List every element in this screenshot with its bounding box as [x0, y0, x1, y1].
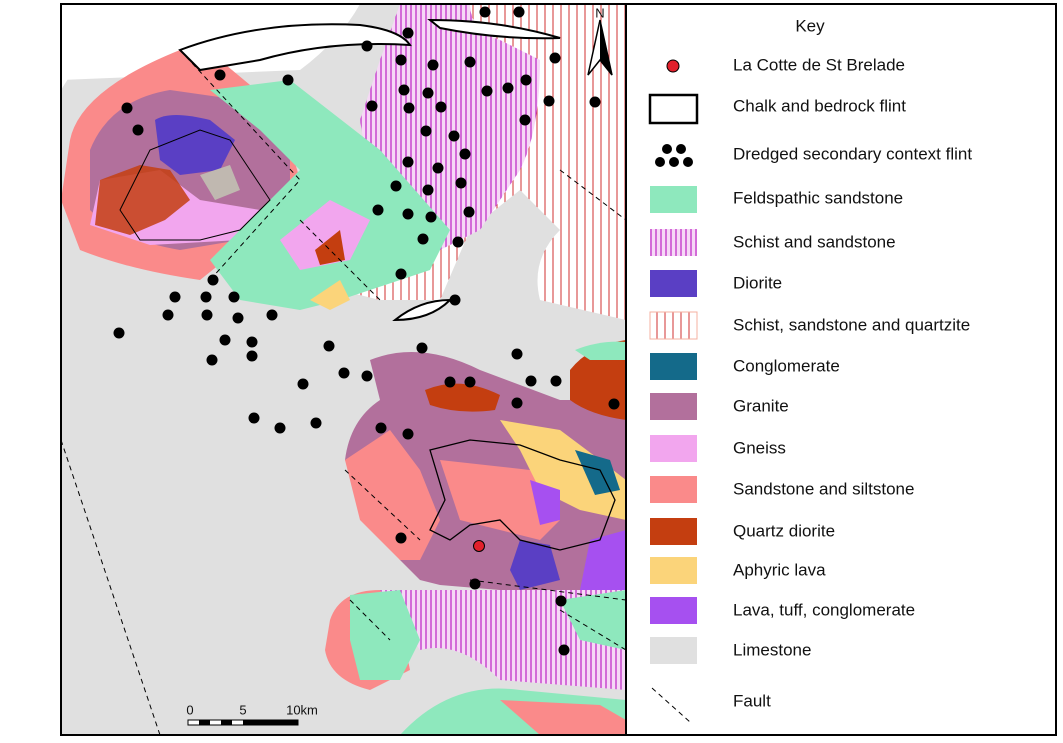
- flint-dot: [519, 114, 531, 126]
- flint-dot: [511, 348, 523, 360]
- key-title: Key: [795, 16, 825, 35]
- flint-dot: [366, 100, 378, 112]
- flint-dot: [469, 578, 481, 590]
- flint-dot: [297, 378, 309, 390]
- flint-dot: [558, 644, 570, 656]
- flint-dot: [432, 162, 444, 174]
- key-label: La Cotte de St Brelade: [733, 55, 905, 74]
- key-label: Gneiss: [733, 438, 786, 457]
- flint-dot: [449, 294, 461, 306]
- flint-dot: [390, 180, 402, 192]
- flint-dot: [416, 342, 428, 354]
- flint-dot: [511, 397, 523, 409]
- flint-dot: [282, 74, 294, 86]
- flint-dot: [464, 376, 476, 388]
- flint-dot: [444, 376, 456, 388]
- flint-dot: [375, 422, 387, 434]
- flint-dot: [459, 148, 471, 160]
- flint-dot: [214, 69, 226, 81]
- flint-dot: [479, 6, 491, 18]
- key-label: Diorite: [733, 273, 782, 292]
- flint-dot: [402, 428, 414, 440]
- flint-dot: [481, 85, 493, 97]
- flint-dot: [608, 398, 620, 410]
- key-label: Chalk and bedrock flint: [733, 96, 906, 115]
- flint-dot: [232, 312, 244, 324]
- key: Key La Cotte de St Brelade Chalk and bedr…: [625, 3, 1057, 736]
- flint-dot: [520, 74, 532, 86]
- site-marker: [473, 540, 485, 552]
- key-label: Dredged secondary context flint: [733, 144, 972, 163]
- flint-dot: [323, 340, 335, 352]
- key-label: Quartz diorite: [733, 521, 835, 540]
- flint-dot: [113, 327, 125, 339]
- flint-dot: [266, 309, 278, 321]
- flint-dot: [402, 208, 414, 220]
- flint-dot: [550, 375, 562, 387]
- flint-dot: [361, 370, 373, 382]
- scale-label: 5: [239, 702, 246, 717]
- flint-dot: [403, 102, 415, 114]
- flint-dot: [200, 291, 212, 303]
- key-label: Feldspathic sandstone: [733, 188, 903, 207]
- flint-dot: [420, 125, 432, 137]
- flint-dot: [425, 211, 437, 223]
- flint-dot: [427, 59, 439, 71]
- key-label: Schist and sandstone: [733, 232, 896, 251]
- flint-dot: [464, 56, 476, 68]
- scale-label: 10km: [286, 702, 318, 717]
- key-label: Sandstone and siltstone: [733, 479, 914, 498]
- key-label: Limestone: [733, 640, 811, 659]
- flint-dot: [228, 291, 240, 303]
- flint-dot: [513, 6, 525, 18]
- key-label: Lava, tuff, conglomerate: [733, 600, 915, 619]
- flint-dot: [246, 336, 258, 348]
- flint-dot: [463, 206, 475, 218]
- flint-dot: [402, 27, 414, 39]
- flint-dot: [338, 367, 350, 379]
- flint-dot: [206, 354, 218, 366]
- flint-dot: [502, 82, 514, 94]
- flint-dot: [417, 233, 429, 245]
- scale-label: 0: [186, 702, 193, 717]
- flint-dot: [248, 412, 260, 424]
- flint-dot: [555, 595, 567, 607]
- key-label: Fault: [733, 691, 771, 710]
- flint-dot: [201, 309, 213, 321]
- flint-dot: [169, 291, 181, 303]
- key-label: Aphyric lava: [733, 560, 826, 579]
- flint-dot: [543, 95, 555, 107]
- flint-dot: [549, 52, 561, 64]
- flint-dot: [395, 268, 407, 280]
- flint-dot: [395, 532, 407, 544]
- flint-dot: [589, 96, 601, 108]
- flint-dot: [422, 184, 434, 196]
- flint-dot: [274, 422, 286, 434]
- key-label: Schist, sandstone and quartzite: [733, 315, 970, 334]
- flint-dot: [246, 350, 258, 362]
- flint-dot: [395, 54, 407, 66]
- flint-dot: [452, 236, 464, 248]
- flint-dot: [132, 124, 144, 136]
- key-label: Conglomerate: [733, 356, 840, 375]
- flint-dot: [455, 177, 467, 189]
- flint-dot: [207, 274, 219, 286]
- flint-dot: [361, 40, 373, 52]
- flint-dot: [525, 375, 537, 387]
- flint-dot: [448, 130, 460, 142]
- key-label: Granite: [733, 396, 789, 415]
- flint-dot: [219, 334, 231, 346]
- north-label: N: [595, 5, 604, 20]
- flint-dot: [422, 87, 434, 99]
- map: N 0 5 10km: [61, 4, 626, 735]
- flint-dot: [435, 101, 447, 113]
- flint-dot: [162, 309, 174, 321]
- flint-dot: [402, 156, 414, 168]
- flint-dot: [310, 417, 322, 429]
- flint-dot: [398, 84, 410, 96]
- flint-dot: [372, 204, 384, 216]
- flint-dot: [121, 102, 133, 114]
